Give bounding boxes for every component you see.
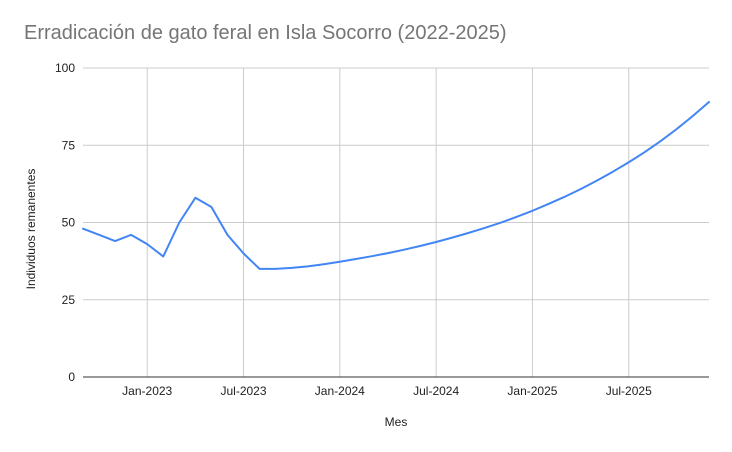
x-axis-title: Mes: [385, 415, 408, 429]
x-tick-label: Jan-2025: [507, 384, 557, 398]
y-tick-label: 0: [68, 370, 75, 384]
series-layer: [82, 100, 710, 270]
y-tick-label: 75: [62, 138, 76, 152]
y-tick-label: 25: [62, 293, 76, 307]
series-line: [82, 100, 710, 270]
y-tick-label: 100: [55, 61, 75, 75]
x-tick-label: Jul-2023: [220, 384, 266, 398]
x-tick-label: Jan-2023: [122, 384, 172, 398]
y-tick-label: 50: [62, 216, 76, 230]
grid-layer: [83, 67, 709, 377]
x-tick-label: Jul-2024: [413, 384, 459, 398]
x-tick-label: Jul-2025: [606, 384, 652, 398]
label-layer: 0 25 50 75 100 Jan-2023 Jul-2023 Jan-2024 Jul-20…: [55, 61, 652, 398]
x-tick-label: Jan-2024: [315, 384, 365, 398]
chart-title: Erradicación de gato feral en Isla Socor…: [24, 22, 507, 44]
y-axis-title: Individuos remanentes: [24, 169, 38, 290]
